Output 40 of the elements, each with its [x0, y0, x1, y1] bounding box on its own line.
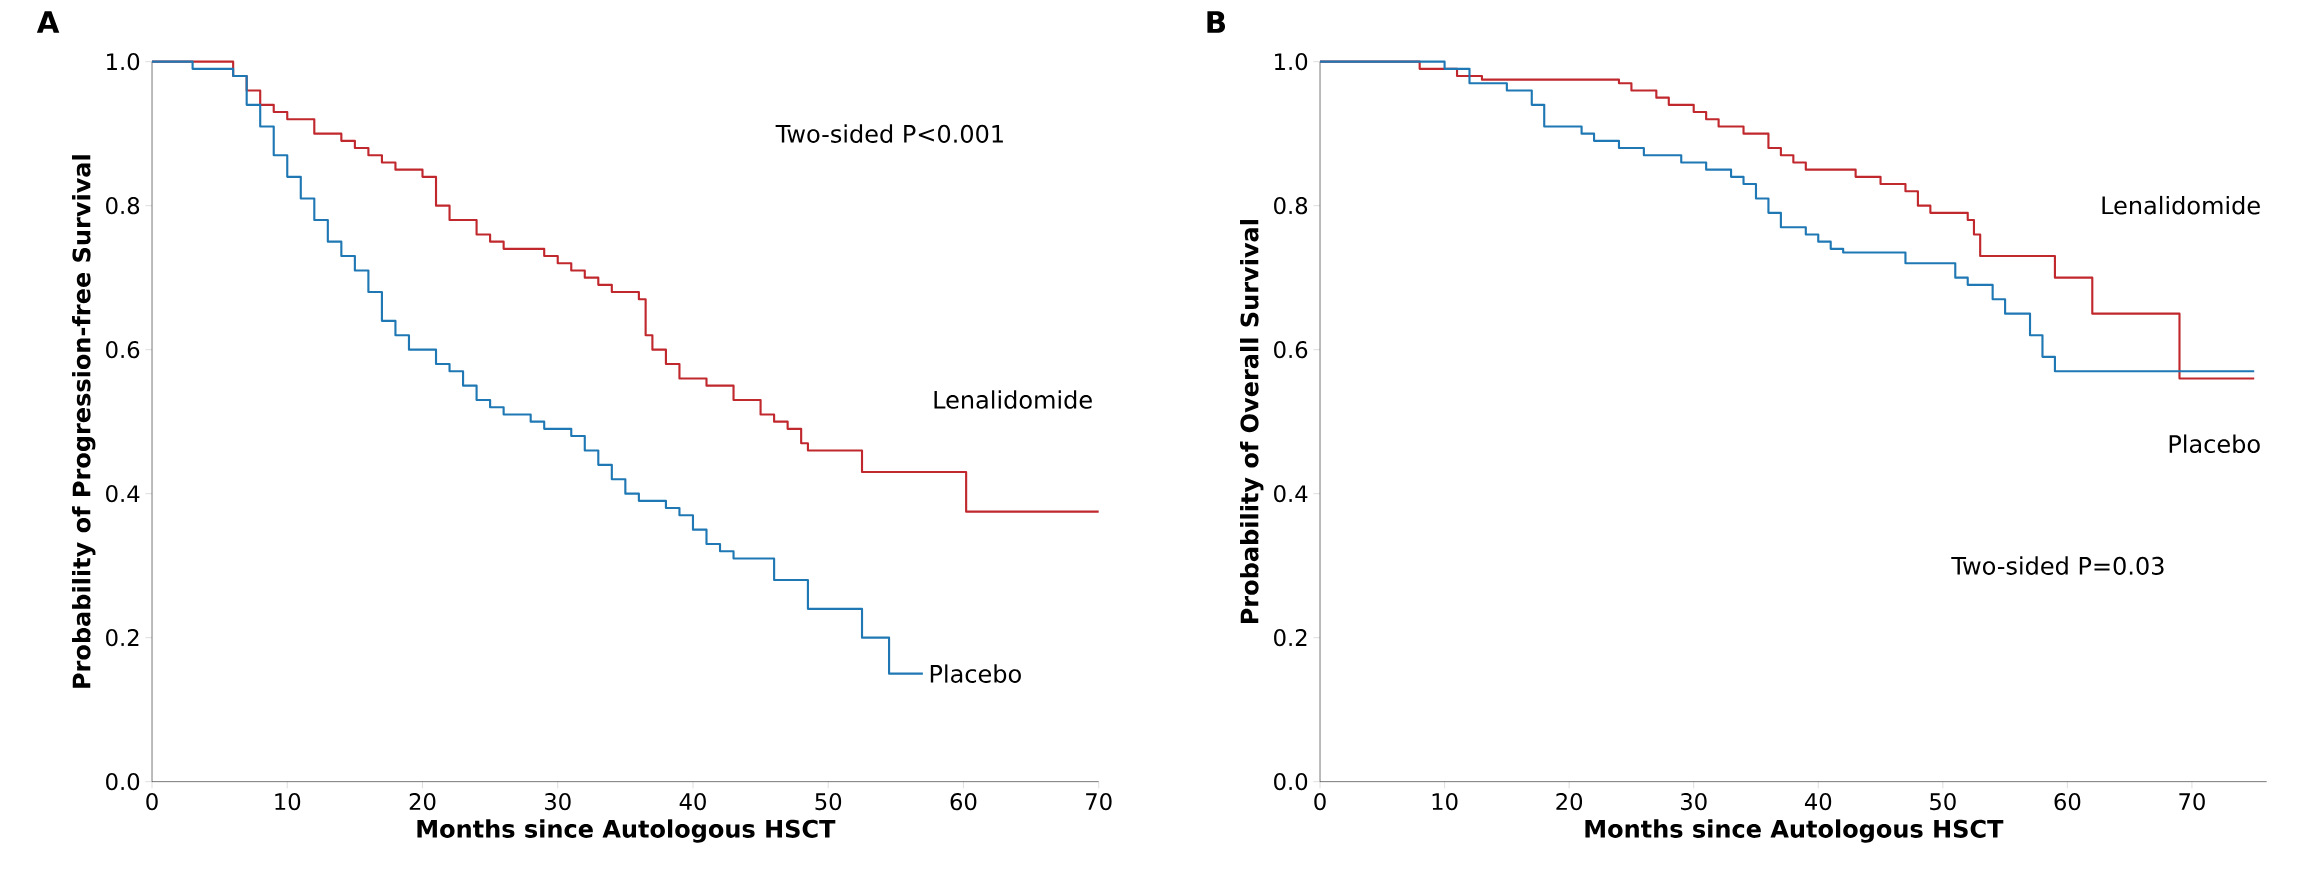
y-tick-label: 0.2 — [1274, 629, 1307, 647]
y-tick-label: 0.0 — [106, 773, 140, 791]
y-tick-label: 0.6 — [1274, 341, 1308, 359]
x-tick-label: 70 — [1086, 793, 1112, 811]
y-tick-label: 1.0 — [1275, 53, 1308, 71]
y-tick-label: 0.8 — [106, 197, 140, 215]
y-tick-label: 0.0 — [1274, 773, 1308, 791]
series-label: Placebo — [930, 664, 1021, 683]
chart-title: A — [36, 11, 60, 33]
y-tick-label: 0.2 — [106, 629, 139, 647]
x-tick-label: 0 — [1314, 793, 1326, 811]
x-tick-label: 30 — [1681, 793, 1707, 811]
x-tick-label: 30 — [545, 793, 571, 811]
y-tick-label: 0.6 — [106, 341, 140, 359]
y-tick-label: 0.4 — [1274, 485, 1308, 503]
text: Lenalidomide — [934, 390, 1092, 409]
x-axis-title: Months since Autologous HSCT — [1585, 819, 2004, 843]
y-axis-title: Probability of Overall Survival — [1240, 220, 1264, 624]
x-tick-label: 10 — [1432, 793, 1458, 811]
annotation: Two-sided P=0.03 — [1951, 556, 2164, 575]
text: Placebo — [2169, 434, 2260, 454]
text: Lenalidomide — [2102, 195, 2260, 215]
x-tick-label: 20 — [409, 793, 436, 811]
x-tick-label: 10 — [275, 793, 301, 811]
x-tick-label: 60 — [950, 793, 977, 811]
x-tick-label: 70 — [2179, 793, 2205, 811]
y-axis-title: Probability of Progression-free Survival — [72, 155, 96, 688]
x-tick-label: 50 — [815, 793, 842, 811]
x-tick-label: 60 — [2054, 793, 2081, 811]
y-tick-label: 0.8 — [1274, 197, 1308, 215]
y-tick-label: 0.4 — [106, 485, 140, 503]
x-tick-label: 40 — [1804, 793, 1832, 811]
chart-title: B — [1207, 11, 1226, 33]
annotation: Two-sided P<0.001 — [775, 124, 1003, 143]
y-tick-label: 1.0 — [107, 53, 140, 71]
x-tick-label: 50 — [1930, 793, 1956, 811]
x-axis-title: Months since Autologous HSCT — [417, 819, 836, 843]
x-tick-label: 0 — [146, 793, 158, 811]
x-tick-label: 40 — [679, 793, 706, 811]
x-tick-label: 20 — [1556, 793, 1583, 811]
